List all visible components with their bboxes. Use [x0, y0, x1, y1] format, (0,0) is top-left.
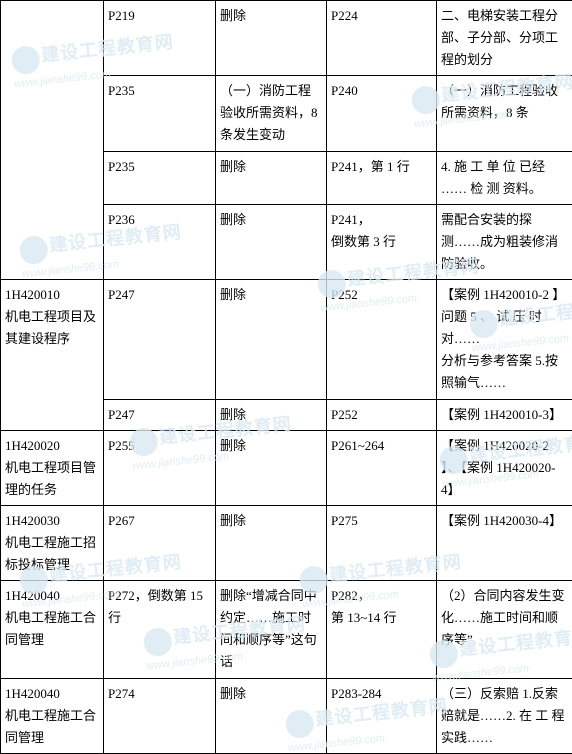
- cell-note: 【案例 1H420010-3】: [437, 399, 572, 430]
- cell-section: 1H420030 机电工程施工招标投标管理: [1, 505, 104, 580]
- cell-old-page: P267: [104, 505, 216, 580]
- cell-action: （一）消防工程验收所需资料，8 条发生变动: [216, 76, 327, 151]
- table-row: P219删除P224二、电梯安装工程分部、子分部、分项工程的划分: [1, 1, 572, 76]
- cell-note: 需配合安装的探测……成为粗装修消防验收。: [437, 204, 572, 279]
- cell-action: 删除: [216, 430, 327, 505]
- cell-new-page: P282， 第 13~14 行: [327, 581, 437, 678]
- cell-note: 二、电梯安装工程分部、子分部、分项工程的划分: [437, 1, 572, 76]
- table-row: 1H420040 机电工程施工合同管理P274删除P283-284（三）反索赔 …: [1, 678, 572, 753]
- table-row: 1H420020 机电工程项目管理的任务P255删除P261~264【案例 1H…: [1, 430, 572, 505]
- cell-note: 【案例 1H420030-4】: [437, 505, 572, 580]
- cell-action: 删除: [216, 399, 327, 430]
- cell-old-page: P235: [104, 151, 216, 204]
- cell-old-page: P235: [104, 76, 216, 151]
- cell-action: 删除“增减合同中约定……施工时间和顺序等”这句话: [216, 581, 327, 678]
- cell-old-page: P274: [104, 678, 216, 753]
- cell-action: 删除: [216, 204, 327, 279]
- cell-new-page: P240: [327, 76, 437, 151]
- cell-action: 删除: [216, 280, 327, 399]
- cell-action: 删除: [216, 1, 327, 76]
- cell-new-page: P275: [327, 505, 437, 580]
- cell-section: 1H420040 机电工程施工合同管理: [1, 678, 104, 753]
- comparison-table: P219删除P224二、电梯安装工程分部、子分部、分项工程的划分P235（一）消…: [0, 0, 572, 754]
- cell-old-page: P219: [104, 1, 216, 76]
- cell-new-page: P252: [327, 280, 437, 399]
- cell-new-page: P283-284: [327, 678, 437, 753]
- cell-section: 1H420010 机电工程项目及其建设程序: [1, 280, 104, 431]
- cell-new-page: P261~264: [327, 430, 437, 505]
- cell-old-page: P236: [104, 204, 216, 279]
- cell-action: 删除: [216, 678, 327, 753]
- cell-note: 【案例 1H420020-2 】、【案例 1H420020-4】: [437, 430, 572, 505]
- cell-new-page: P241， 倒数第 3 行: [327, 204, 437, 279]
- cell-old-page: P247: [104, 399, 216, 430]
- table-row: 1H420040 机电工程施工合同管理P272，倒数第 15行删除“增减合同中约…: [1, 581, 572, 678]
- cell-new-page: P252: [327, 399, 437, 430]
- cell-old-page: P272，倒数第 15行: [104, 581, 216, 678]
- cell-section: 1H420020 机电工程项目管理的任务: [1, 430, 104, 505]
- cell-note: （三）反索赔 1.反索赔就是……2. 在 工 程 实践……: [437, 678, 572, 753]
- table-row: 1H420030 机电工程施工招标投标管理P267删除P275【案例 1H420…: [1, 505, 572, 580]
- cell-old-page: P255: [104, 430, 216, 505]
- cell-section: 1H420040 机电工程施工合同管理: [1, 581, 104, 678]
- cell-note: （2）合同内容发生变化……施工时间和顺序等”: [437, 581, 572, 678]
- cell-note: 4. 施 工 单 位 已经 …… 检 测 资料。: [437, 151, 572, 204]
- cell-new-page: P241，第 1 行: [327, 151, 437, 204]
- table-row: 1H420010 机电工程项目及其建设程序P247删除P252【案例 1H420…: [1, 280, 572, 399]
- cell-note: 【案例 1H420010-2 】问题 5 、 试 压 时对…… 分析与参考答案 …: [437, 280, 572, 399]
- cell-old-page: P247: [104, 280, 216, 399]
- cell-new-page: P224: [327, 1, 437, 76]
- cell-note: （一）消防工程验收所需资料，8 条: [437, 76, 572, 151]
- cell-action: 删除: [216, 151, 327, 204]
- cell-section: [1, 1, 104, 280]
- cell-action: 删除: [216, 505, 327, 580]
